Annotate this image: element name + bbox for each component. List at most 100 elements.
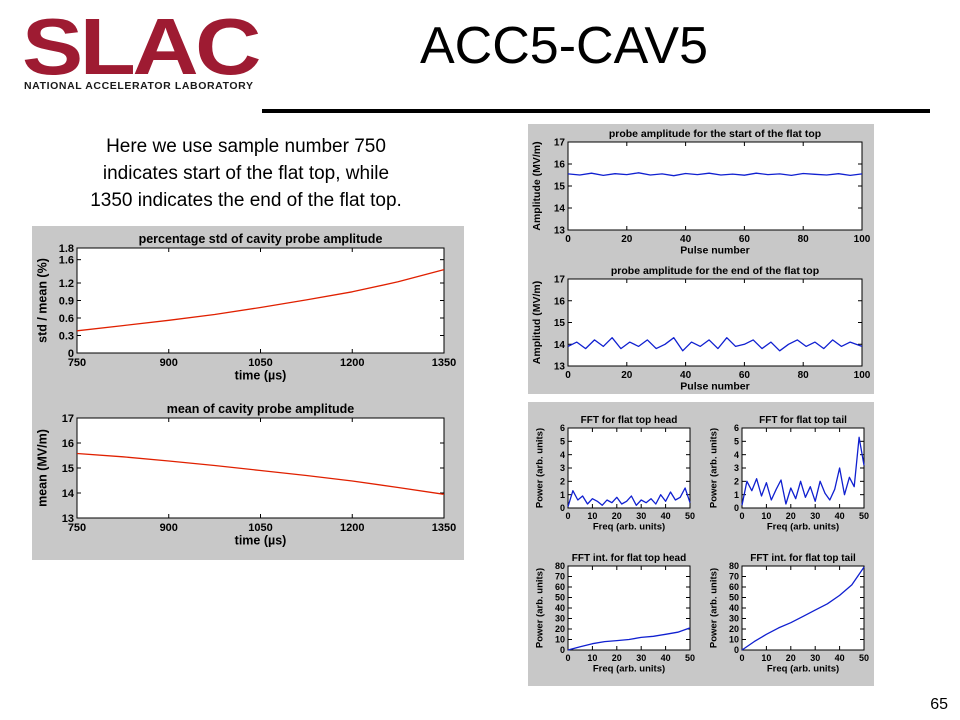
- y-tick-label: 50: [729, 593, 739, 603]
- x-tick-label: 40: [661, 511, 671, 521]
- y-tick-label: 1.2: [59, 278, 74, 290]
- x-tick-label: 20: [612, 511, 622, 521]
- y-tick-label: 4: [560, 450, 565, 460]
- x-axis-label: Freq (arb. units): [593, 522, 665, 533]
- chart-std: percentage std of cavity probe amplitude…: [36, 232, 457, 383]
- plot-area: [567, 141, 863, 231]
- chart-title: probe amplitude for the start of the fla…: [609, 128, 821, 140]
- x-tick-label: 10: [587, 653, 597, 663]
- y-tick-label: 16: [62, 438, 74, 450]
- x-tick-label: 60: [739, 370, 751, 381]
- x-tick-label: 40: [835, 653, 845, 663]
- x-tick-label: 30: [810, 511, 820, 521]
- x-axis-label: Freq (arb. units): [767, 522, 839, 533]
- x-tick-label: 1350: [432, 357, 456, 369]
- y-tick-label: 3: [734, 463, 739, 473]
- x-tick-label: 20: [786, 511, 796, 521]
- y-axis-label: mean (MV/m): [36, 429, 50, 507]
- series-line-0: [567, 337, 863, 352]
- x-tick-label: 20: [621, 234, 633, 245]
- y-tick-label: 70: [729, 572, 739, 582]
- x-tick-label: 40: [680, 370, 692, 381]
- y-tick-label: 14: [554, 204, 566, 215]
- y-tick-label: 4: [734, 450, 739, 460]
- x-tick-label: 100: [854, 370, 871, 381]
- y-tick-label: 14: [62, 488, 75, 500]
- description-line: 1350 indicates the end of the flat top.: [90, 190, 402, 211]
- chart-probe-start: probe amplitude for the start of the fla…: [531, 128, 871, 257]
- y-tick-label: 13: [554, 226, 566, 237]
- chart-title: FFT int. for flat top tail: [750, 553, 856, 564]
- x-tick-label: 50: [859, 511, 869, 521]
- x-axis-label: time (µs): [235, 369, 287, 383]
- plot-area: [741, 427, 865, 509]
- x-tick-label: 1200: [340, 357, 364, 369]
- chart-fft-head: FFT for flat top head 0 10 20 30 40 50 0 1 2 3 4 5 6 F…: [534, 415, 695, 533]
- y-tick-label: 5: [560, 436, 565, 446]
- y-tick-label: 0: [68, 348, 74, 360]
- description: Here we use sample number 750 indicates …: [36, 133, 456, 214]
- y-tick-label: 13: [554, 362, 566, 373]
- chart-title: mean of cavity probe amplitude: [167, 402, 355, 416]
- slac-logo-mark: SLAC: [22, 2, 262, 91]
- y-tick-label: 1.8: [59, 243, 74, 255]
- y-axis-label: Power (arb. units): [534, 568, 545, 648]
- x-tick-label: 50: [685, 511, 695, 521]
- y-tick-label: 16: [554, 296, 566, 307]
- chart-fft-tail: FFT for flat top tail 0 10 20 30 40 50 0 1 2 3 4 5 6 F…: [708, 415, 869, 533]
- y-axis-label: Amplitud (MV/m): [531, 281, 543, 364]
- y-tick-label: 5: [734, 436, 739, 446]
- x-axis-label: Freq (arb. units): [593, 664, 665, 675]
- x-tick-label: 20: [786, 653, 796, 663]
- x-tick-label: 50: [859, 653, 869, 663]
- y-axis-label: std / mean (%): [36, 258, 50, 343]
- y-tick-label: 16: [554, 160, 566, 171]
- x-axis-label: Freq (arb. units): [767, 664, 839, 675]
- y-tick-label: 3: [560, 463, 565, 473]
- y-tick-label: 50: [555, 593, 565, 603]
- y-axis-label: Power (arb. units): [534, 428, 545, 508]
- plot-area: [76, 417, 445, 519]
- x-tick-label: 20: [612, 653, 622, 663]
- y-tick-label: 1: [560, 490, 565, 500]
- slac-logo: SLAC: [22, 2, 262, 96]
- series-line-0: [76, 452, 445, 495]
- title-divider: [262, 109, 930, 113]
- x-tick-label: 20: [621, 370, 633, 381]
- x-tick-label: 750: [68, 522, 86, 534]
- plot-area: [76, 247, 445, 354]
- x-tick-label: 0: [739, 653, 744, 663]
- x-tick-label: 80: [798, 234, 810, 245]
- y-tick-label: 0: [560, 503, 565, 513]
- series-line-0: [741, 566, 865, 651]
- chart-title: FFT for flat top tail: [759, 415, 847, 426]
- y-tick-label: 70: [555, 572, 565, 582]
- y-tick-label: 15: [62, 463, 74, 475]
- y-axis-label: Power (arb. units): [708, 428, 719, 508]
- left-figure-panel: percentage std of cavity probe amplitude…: [32, 226, 464, 560]
- x-tick-label: 0: [739, 511, 744, 521]
- y-tick-label: 17: [554, 275, 566, 286]
- slide-title: ACC5-CAV5: [420, 17, 709, 75]
- y-tick-label: 0.9: [59, 295, 74, 307]
- y-tick-label: 2: [734, 476, 739, 486]
- y-tick-label: 1: [734, 490, 739, 500]
- y-tick-label: 10: [729, 635, 739, 645]
- y-tick-label: 17: [62, 413, 74, 425]
- y-tick-label: 30: [555, 614, 565, 624]
- x-axis-label: time (µs): [235, 534, 287, 548]
- y-tick-label: 20: [555, 624, 565, 634]
- y-tick-label: 40: [555, 603, 565, 613]
- y-tick-label: 10: [555, 635, 565, 645]
- x-tick-label: 0: [565, 653, 570, 663]
- chart-title: percentage std of cavity probe amplitude: [139, 232, 383, 246]
- series-line-0: [567, 487, 691, 507]
- x-tick-label: 30: [636, 653, 646, 663]
- x-tick-label: 0: [565, 234, 571, 245]
- series-line-0: [567, 172, 863, 177]
- y-tick-label: 60: [729, 582, 739, 592]
- plot-area: [567, 278, 863, 367]
- x-tick-label: 0: [565, 370, 571, 381]
